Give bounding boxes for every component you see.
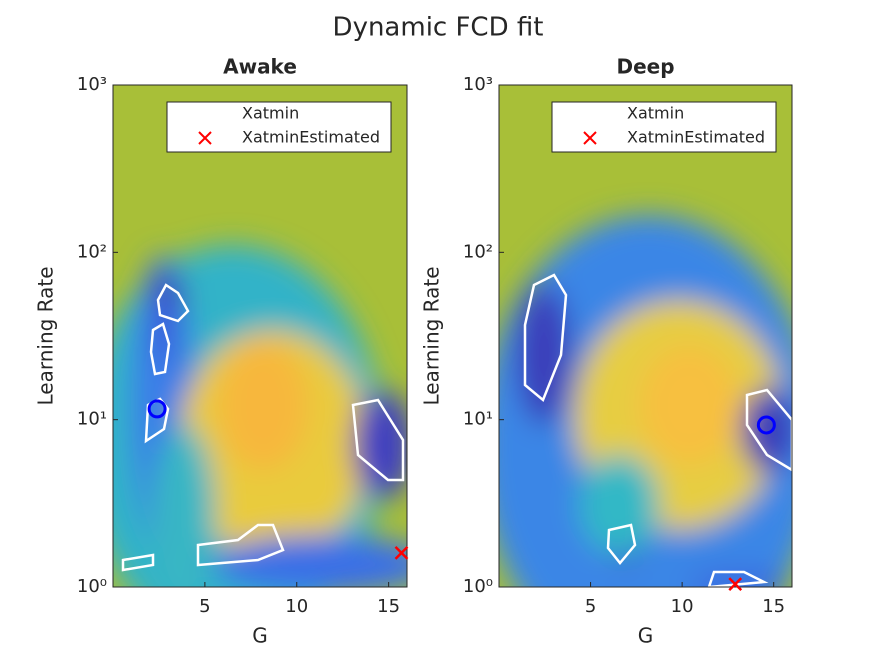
circle-marker [147, 399, 167, 419]
legend-box [551, 101, 777, 153]
y-axis-label: Learning Rate [34, 266, 58, 405]
heatmap [499, 85, 792, 587]
figure-title: Dynamic FCD fit [333, 13, 544, 43]
legend-label: XatminEstimated [242, 128, 380, 147]
subplot-title: Deep [616, 55, 674, 79]
x-marker [728, 577, 743, 592]
y-tick-label: 10² [463, 241, 493, 262]
heatmap-blobs [499, 215, 792, 587]
y-axis-label: Learning Rate [420, 266, 444, 405]
heatmap-blob [639, 345, 739, 465]
x-axis-label: G [252, 624, 268, 648]
x-axis-label: G [638, 624, 654, 648]
x-tick-label: 5 [199, 596, 210, 617]
contour [523, 273, 568, 403]
legend-box [166, 101, 392, 153]
y-tick-label: 10⁰ [463, 576, 493, 597]
heatmap [113, 85, 407, 587]
legend-label: Xatmin [242, 104, 299, 123]
contour [351, 398, 405, 482]
legend-label: XatminEstimated [627, 128, 765, 147]
x-marker [394, 545, 409, 560]
contour [156, 283, 190, 323]
contour [606, 523, 637, 565]
y-tick-label: 10¹ [77, 409, 107, 430]
x-tick-label: 15 [377, 596, 400, 617]
x-tick-label: 10 [285, 596, 308, 617]
axes-frame [112, 84, 408, 588]
subplot-title: Awake [223, 55, 297, 79]
y-tick-label: 10³ [77, 74, 107, 95]
y-tick-label: 10⁰ [77, 576, 107, 597]
x-tick-label: 15 [762, 596, 785, 617]
circle-marker [756, 415, 776, 435]
legend-symbol [198, 131, 212, 145]
x-tick-label: 10 [671, 596, 694, 617]
axes-frame [498, 84, 793, 588]
legend-label: Xatmin [627, 104, 684, 123]
y-tick-label: 10² [77, 241, 107, 262]
heatmap-blob [353, 390, 407, 500]
contour [196, 523, 285, 567]
subplot: 5 10 15 10⁰ 10¹ 10² 10³ Deep G Learning Rate Xatmi… [420, 55, 793, 648]
heatmap-blob [579, 455, 659, 555]
y-tick-label: 10³ [463, 74, 493, 95]
contour [121, 553, 155, 572]
heatmap-blob [213, 535, 407, 587]
contour [745, 388, 792, 472]
heatmap-blob [741, 388, 792, 472]
x-tick-label: 5 [585, 596, 596, 617]
legend-symbol [583, 131, 597, 145]
y-tick-label: 10¹ [463, 409, 493, 430]
subplot: 5 10 15 10⁰ 10¹ 10² 10³ Awake G Learning Rate Xatm… [34, 55, 409, 648]
heatmap-blob [151, 425, 215, 587]
heatmap-blob [218, 340, 308, 470]
contour [149, 322, 171, 376]
contour [707, 570, 769, 587]
